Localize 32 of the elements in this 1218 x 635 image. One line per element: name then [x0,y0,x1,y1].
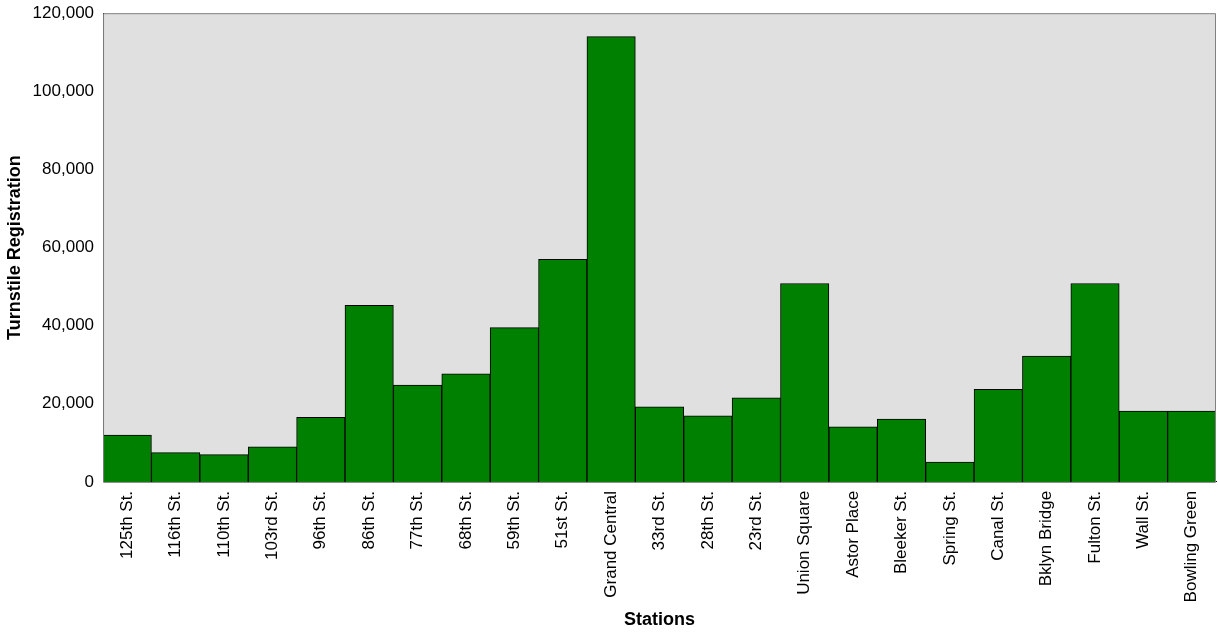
x-tick-label: 110th St. [213,490,233,558]
y-tick-label: 80,000 [42,159,95,179]
x-tick-label: Wall St. [1133,490,1153,549]
x-tick-label: Astor Place [842,490,862,578]
x-tick-label: 33rd St. [649,490,669,551]
x-tick-label: 68th St. [455,490,475,550]
x-tick-label: 96th St. [310,490,330,550]
x-tick-label: 28th St. [697,490,717,550]
x-tick-label: 51st St. [552,490,572,549]
x-tick-label: Grand Central [600,490,620,598]
y-tick-label: 120,000 [32,2,95,22]
x-tick-label: 23rd St. [745,490,765,551]
x-tick-label: 77th St. [407,490,427,550]
y-axis-title: Turnstile Registration [3,155,24,340]
x-tick-label: Canal St. [987,490,1007,561]
x-tick-label: 116th St. [165,490,185,558]
x-tick-label: 86th St. [358,490,378,550]
x-tick-label: 125th St. [116,490,136,559]
y-tick-label: 0 [84,471,95,491]
x-tick-label: Spring St. [939,490,959,566]
y-tick-label: 100,000 [32,81,95,100]
y-tick-label: 40,000 [42,315,95,335]
x-axis-title: Stations [624,609,696,630]
x-tick-label: 59th St. [504,490,524,550]
x-tick-label: Union Square [794,490,814,595]
x-tick-label: Bowling Green [1181,490,1201,603]
y-tick-label: 20,000 [42,393,95,413]
x-tick-label: Bklyn Bridge [1036,490,1056,587]
x-tick-label: 103rd St. [262,490,282,560]
y-tick-label: 60,000 [42,237,95,257]
x-tick-label: Fulton St. [1084,490,1104,564]
x-tick-label: Bleeker St. [891,490,911,575]
